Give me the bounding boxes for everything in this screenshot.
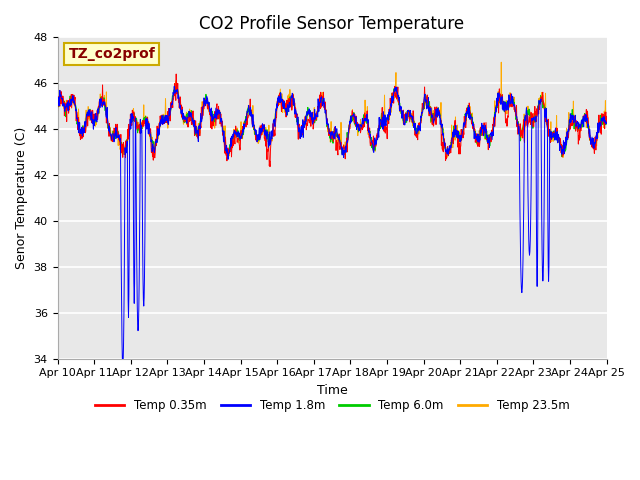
Y-axis label: Senor Temperature (C): Senor Temperature (C) — [15, 127, 28, 269]
Title: CO2 Profile Sensor Temperature: CO2 Profile Sensor Temperature — [200, 15, 465, 33]
Legend: Temp 0.35m, Temp 1.8m, Temp 6.0m, Temp 23.5m: Temp 0.35m, Temp 1.8m, Temp 6.0m, Temp 2… — [90, 395, 574, 417]
X-axis label: Time: Time — [317, 384, 348, 397]
Text: TZ_co2prof: TZ_co2prof — [68, 47, 156, 61]
